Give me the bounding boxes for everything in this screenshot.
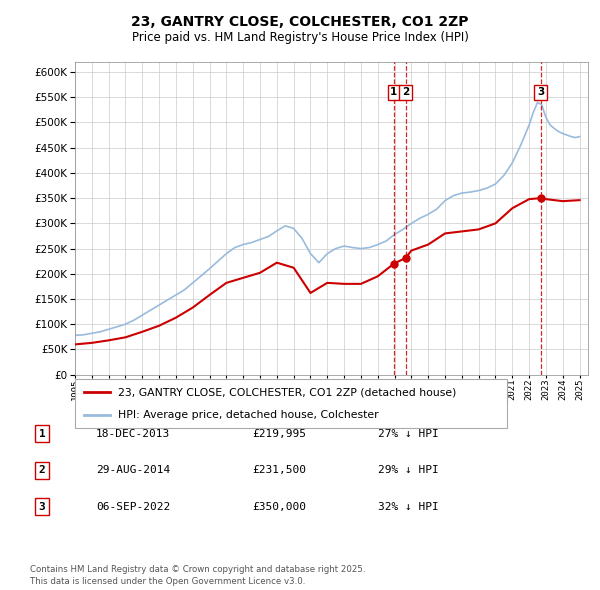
- Text: 3: 3: [38, 502, 46, 512]
- Text: This data is licensed under the Open Government Licence v3.0.: This data is licensed under the Open Gov…: [30, 577, 305, 586]
- Text: £219,995: £219,995: [252, 429, 306, 438]
- Text: 18-DEC-2013: 18-DEC-2013: [96, 429, 170, 438]
- Text: £231,500: £231,500: [252, 466, 306, 475]
- Text: 29-AUG-2014: 29-AUG-2014: [96, 466, 170, 475]
- Text: 32% ↓ HPI: 32% ↓ HPI: [378, 502, 439, 512]
- Text: 23, GANTRY CLOSE, COLCHESTER, CO1 2ZP: 23, GANTRY CLOSE, COLCHESTER, CO1 2ZP: [131, 15, 469, 29]
- Text: 29% ↓ HPI: 29% ↓ HPI: [378, 466, 439, 475]
- Text: HPI: Average price, detached house, Colchester: HPI: Average price, detached house, Colc…: [118, 409, 379, 419]
- Text: 3: 3: [537, 87, 544, 97]
- Text: 2: 2: [38, 466, 46, 475]
- Text: 1: 1: [38, 429, 46, 438]
- Text: 2: 2: [402, 87, 409, 97]
- Text: 06-SEP-2022: 06-SEP-2022: [96, 502, 170, 512]
- FancyBboxPatch shape: [75, 379, 507, 428]
- Text: Contains HM Land Registry data © Crown copyright and database right 2025.: Contains HM Land Registry data © Crown c…: [30, 565, 365, 574]
- Text: 1: 1: [390, 87, 398, 97]
- Text: £350,000: £350,000: [252, 502, 306, 512]
- Text: Price paid vs. HM Land Registry's House Price Index (HPI): Price paid vs. HM Land Registry's House …: [131, 31, 469, 44]
- Text: 23, GANTRY CLOSE, COLCHESTER, CO1 2ZP (detached house): 23, GANTRY CLOSE, COLCHESTER, CO1 2ZP (d…: [118, 388, 457, 398]
- Text: 27% ↓ HPI: 27% ↓ HPI: [378, 429, 439, 438]
